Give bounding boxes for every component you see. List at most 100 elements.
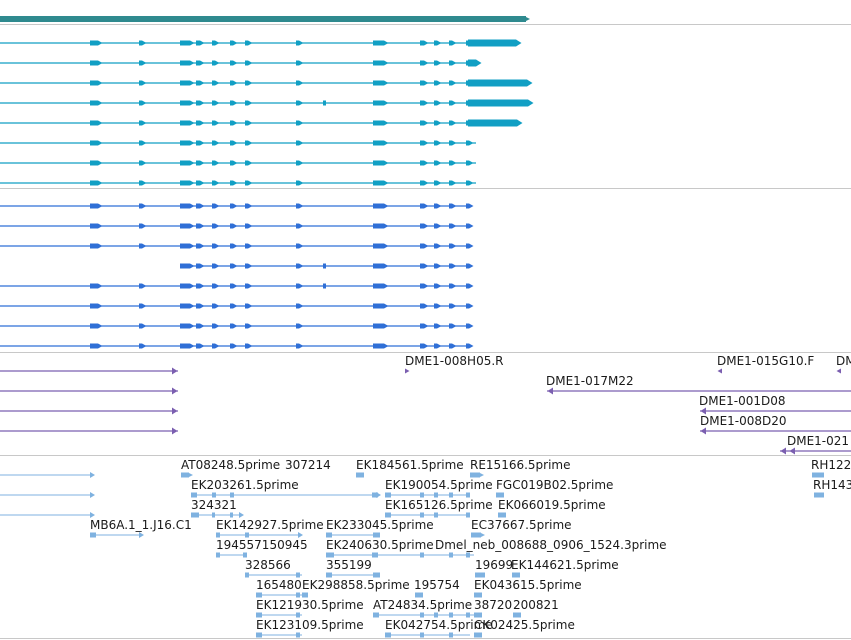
exon bbox=[296, 283, 299, 289]
exon bbox=[296, 323, 299, 329]
est-block bbox=[420, 612, 424, 618]
est-label[interactable]: RH122 bbox=[811, 458, 851, 472]
est-block bbox=[245, 532, 249, 538]
est-label[interactable]: EK043615.5prime bbox=[474, 578, 582, 592]
est-block bbox=[373, 612, 379, 618]
est-label[interactable]: 194557150945 bbox=[216, 538, 308, 552]
est-block bbox=[420, 512, 424, 518]
est-label[interactable]: 195754 bbox=[414, 578, 460, 592]
exon bbox=[449, 180, 452, 186]
est-label[interactable]: RH143 bbox=[813, 478, 851, 492]
exon bbox=[139, 203, 142, 209]
est-label[interactable]: 328566 bbox=[245, 558, 291, 572]
est-label[interactable]: EK123109.5prime bbox=[256, 618, 364, 632]
est-label[interactable]: EK144621.5prime bbox=[511, 558, 619, 572]
exon bbox=[90, 243, 98, 249]
exon-arrow bbox=[452, 160, 457, 166]
est-label[interactable]: 307214 bbox=[285, 458, 331, 472]
est-label[interactable]: EK042754.5prime bbox=[385, 618, 493, 632]
exon bbox=[139, 343, 142, 349]
exon-arrow bbox=[98, 283, 103, 289]
exon-arrow bbox=[437, 80, 442, 86]
exon-arrow bbox=[215, 323, 220, 329]
exon bbox=[245, 343, 248, 349]
exon bbox=[90, 80, 98, 86]
exon-arrow bbox=[215, 223, 220, 229]
exon bbox=[180, 180, 190, 186]
est-label[interactable]: EK066019.5prime bbox=[498, 498, 606, 512]
exon bbox=[434, 323, 437, 329]
exon bbox=[420, 283, 424, 289]
exon-arrow bbox=[142, 40, 147, 46]
clone-label[interactable]: DME1-008D20 bbox=[700, 414, 787, 428]
exon bbox=[296, 243, 299, 249]
exon-arrow bbox=[200, 343, 205, 349]
exon-arrow bbox=[98, 40, 103, 46]
est-label[interactable]: EC37667.5prime bbox=[471, 518, 572, 532]
est-label[interactable]: FGC019B02.5prime bbox=[496, 478, 614, 492]
clone-label[interactable]: DME1-015G10.F bbox=[717, 354, 815, 368]
est-label[interactable]: EK165126.5prime bbox=[385, 498, 493, 512]
clone-label[interactable]: DME1-008H05.R bbox=[405, 354, 504, 368]
clone-label[interactable]: DME1-021 bbox=[787, 434, 850, 448]
est-label[interactable]: EK142927.5prime bbox=[216, 518, 324, 532]
est-arrow bbox=[480, 473, 484, 477]
exon bbox=[196, 180, 200, 186]
exon bbox=[90, 60, 98, 66]
est-label[interactable]: EK298858.5prime bbox=[302, 578, 410, 592]
est-label[interactable]: RE15166.5prime bbox=[470, 458, 571, 472]
exon-arrow bbox=[215, 243, 220, 249]
exon-arrow bbox=[98, 80, 103, 86]
est-label[interactable]: 355199 bbox=[326, 558, 372, 572]
est-label[interactable]: 324321 bbox=[191, 498, 237, 512]
exon-arrow bbox=[424, 60, 429, 66]
est-label[interactable]: EK233045.5prime bbox=[326, 518, 434, 532]
est-label[interactable]: 19699 bbox=[475, 558, 514, 572]
est-label[interactable]: EK121930.5prime bbox=[256, 598, 364, 612]
est-block bbox=[373, 572, 380, 578]
est-label[interactable]: EK203261.5prime bbox=[191, 478, 299, 492]
est-label[interactable]: EK240630.5prime bbox=[326, 538, 434, 552]
est-label[interactable]: MB6A.1_1.J16.C1 bbox=[90, 518, 192, 532]
est-label[interactable]: AT08248.5prime bbox=[181, 458, 281, 472]
exon bbox=[296, 160, 299, 166]
exon bbox=[449, 283, 452, 289]
exon bbox=[466, 203, 469, 209]
exon bbox=[466, 283, 469, 289]
exon-arrow bbox=[233, 160, 238, 166]
exon-arrow bbox=[299, 203, 304, 209]
exon-arrow bbox=[98, 60, 103, 66]
exon bbox=[90, 343, 98, 349]
exon-arrow bbox=[384, 343, 389, 349]
exon bbox=[296, 223, 299, 229]
exon bbox=[373, 160, 384, 166]
est-label[interactable]: AT24834.5prime bbox=[373, 598, 473, 612]
clone-label[interactable]: DM bbox=[836, 354, 851, 368]
exon bbox=[139, 80, 142, 86]
exon bbox=[434, 60, 437, 66]
exon bbox=[296, 263, 299, 269]
exon bbox=[139, 40, 142, 46]
exon-arrow bbox=[190, 343, 195, 349]
est-block bbox=[385, 512, 391, 518]
est-label[interactable]: EK184561.5prime bbox=[356, 458, 464, 472]
est-label[interactable]: Dmel_neb_008688_0906_1524.3prime bbox=[435, 538, 667, 552]
gene-bar bbox=[0, 16, 526, 22]
exon-arrow bbox=[424, 120, 429, 126]
est-label[interactable]: 38720 bbox=[474, 598, 513, 612]
exon-arrow bbox=[190, 180, 195, 186]
exon bbox=[466, 140, 469, 146]
est-label[interactable]: EK190054.5prime bbox=[385, 478, 493, 492]
est-label[interactable]: 200821 bbox=[513, 598, 559, 612]
est-block bbox=[230, 492, 234, 498]
exon-arrow bbox=[98, 140, 103, 146]
est-label[interactable]: 165480 bbox=[256, 578, 302, 592]
est-block bbox=[466, 612, 470, 618]
est-label[interactable]: CK02425.5prime bbox=[474, 618, 575, 632]
clone-label[interactable]: DME1-001D08 bbox=[699, 394, 786, 408]
exon-arrow bbox=[233, 180, 238, 186]
clone-label[interactable]: DME1-017M22 bbox=[546, 374, 634, 388]
est-block bbox=[326, 552, 334, 558]
clone-arrow bbox=[547, 387, 553, 395]
exon bbox=[296, 60, 299, 66]
